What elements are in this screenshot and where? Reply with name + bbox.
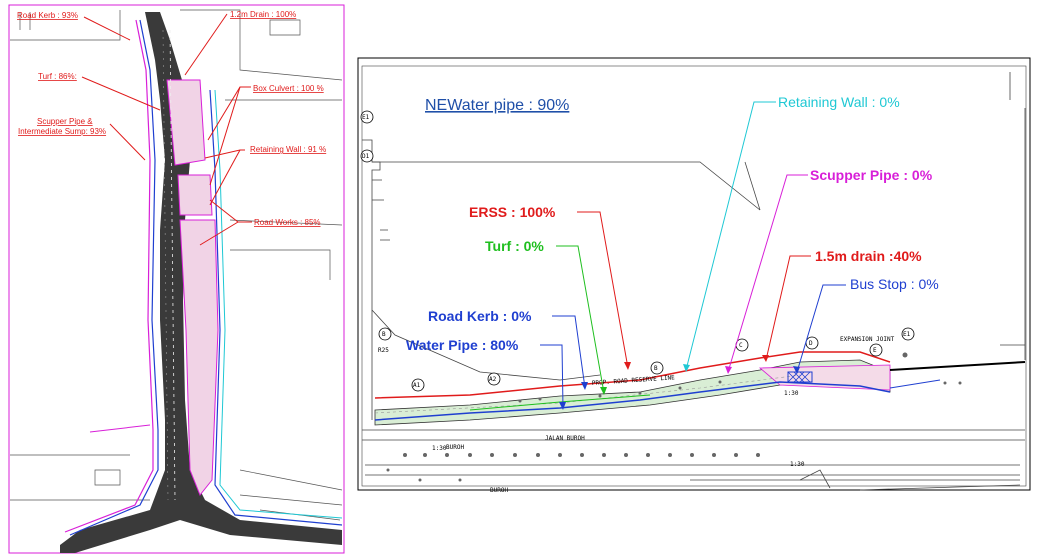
leader-erss (577, 211, 629, 369)
expansion-joint-text: EXPANSION JOINT (840, 336, 895, 343)
svg-text:E: E (873, 347, 877, 354)
left-drawing: Road Kerb : 93% 1.2m Drain : 100% Turf :… (8, 4, 345, 554)
left-magenta-pointer (89, 424, 151, 433)
label-turf: Turf : 0% (485, 238, 544, 254)
right-labels: NEWater pipe : 90% Retaining Wall : 0% S… (406, 94, 939, 353)
label-newater-pipe: NEWater pipe : 90% (425, 97, 569, 114)
right-leader-arrows (559, 355, 800, 410)
right-drawing-frame (357, 57, 1031, 491)
left-label-road-kerb: Road Kerb : 93% (17, 11, 78, 20)
svg-text:D: D (809, 340, 813, 347)
left-leader-lines (81, 13, 252, 246)
marker-e1-right: E1 (901, 327, 915, 341)
svg-text:B: B (382, 331, 386, 338)
svg-text:C: C (739, 342, 743, 349)
svg-text:E1: E1 (362, 114, 370, 121)
left-label-box-culvert: Box Culvert : 100 % (253, 84, 324, 93)
left-label-scupper-line1: Scupper Pipe & (37, 117, 93, 126)
scale2-text: 1:30 (790, 461, 805, 468)
right-drawing-inner-frame (361, 65, 1027, 487)
marker-d: D (805, 336, 819, 350)
leader-road-kerb (552, 315, 586, 389)
label-water-pipe: Water Pipe : 80% (406, 337, 519, 353)
jalan-buroh-text: JALAN BUROH (545, 435, 585, 442)
left-label-turf: Turf : 86%: (38, 72, 77, 81)
marker-a1: A1 (411, 378, 425, 392)
label-scupper-pipe: Scupper Pipe : 0% (810, 167, 933, 183)
right-leader-lines (540, 101, 846, 409)
right-sidewalk-dots (386, 352, 962, 482)
right-site-linework (362, 72, 1026, 491)
left-label-1-2m-drain: 1.2m Drain : 100% (230, 10, 296, 19)
buroh-bottom-text: BUROH (490, 487, 508, 494)
left-label-retaining-wall: Retaining Wall : 91 % (250, 145, 326, 154)
marker-b-center: B (650, 361, 664, 375)
marker-e: E (869, 343, 883, 357)
left-label-scupper-line2: Intermediate Sump: 93% (18, 127, 106, 136)
leader-turf (556, 245, 605, 394)
leader-retaining-wall (685, 101, 776, 371)
leader-1-5m-drain (765, 255, 811, 361)
scale1-text: 1:30 (432, 445, 447, 452)
leader-water-pipe (540, 344, 564, 409)
label-1-5m-drain: 1.5m drain :40% (815, 248, 922, 264)
left-label-road-works: Road Works : 85% (254, 218, 321, 227)
marker-a2: A2 (487, 372, 501, 386)
label-retaining-wall: Retaining Wall : 0% (778, 94, 900, 110)
left-labels: Road Kerb : 93% 1.2m Drain : 100% Turf :… (17, 10, 326, 227)
left-road-corridor (60, 12, 343, 553)
scale-road-text: 1:30 (784, 390, 799, 397)
leader-scupper-pipe (727, 174, 808, 373)
label-bus-stop: Bus Stop : 0% (850, 276, 939, 292)
svg-text:A1: A1 (413, 382, 421, 389)
svg-text:E1: E1 (903, 331, 911, 338)
label-erss: ERSS : 100% (469, 204, 556, 220)
svg-text:D1: D1 (362, 153, 370, 160)
svg-text:B: B (654, 365, 658, 372)
marker-d1: D1 (360, 149, 374, 163)
marker-b-left: B (378, 327, 392, 341)
left-background-linework (10, 9, 343, 521)
r25-text: R25 (378, 347, 389, 354)
buroh-text: BUROH (446, 444, 464, 451)
label-road-kerb: Road Kerb : 0% (428, 308, 532, 324)
right-drawing: E1 D1 B A1 A2 B C D E E1 PROP. ROAD RESE… (357, 57, 1031, 494)
marker-e1-top: E1 (360, 110, 374, 124)
leader-bus-stop (796, 284, 846, 373)
svg-text:A2: A2 (489, 376, 497, 383)
